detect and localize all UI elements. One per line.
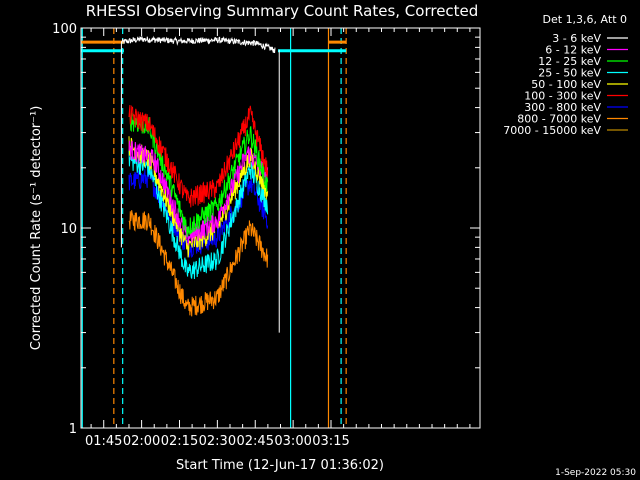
series-line-0	[120, 35, 276, 53]
plot-area	[81, 28, 347, 428]
legend-label: 800 - 7000 keV	[517, 113, 601, 126]
chart-title: RHESSI Observing Summary Count Rates, Co…	[86, 2, 479, 20]
x-axis-label: Start Time (12-Jun-17 01:36:02)	[176, 458, 384, 473]
x-tick-label: 03:15	[312, 434, 349, 449]
x-tick-label: 01:45	[85, 434, 122, 449]
y-tick-label: 1	[69, 422, 77, 437]
legend-label: 25 - 50 keV	[538, 67, 601, 80]
series-line-3	[128, 150, 269, 280]
y-axis-label: Corrected Count Rate (s⁻¹ detector⁻¹)	[29, 106, 44, 351]
x-tick-label: 03:00	[274, 434, 311, 449]
y-tick-label: 10	[60, 222, 77, 237]
series-line-5	[128, 104, 269, 208]
x-tick-label: 02:00	[123, 434, 160, 449]
x-tick-label: 02:30	[199, 434, 236, 449]
series-line-6	[128, 168, 269, 258]
legend-label: 7000 - 15000 keV	[503, 124, 601, 137]
legend-label: 12 - 25 keV	[538, 55, 601, 68]
axes: 01:45 02:00 02:15 02:30 02:45 03:00 03:15 1 10 10…	[52, 22, 480, 449]
legend-label: 100 - 300 keV	[524, 90, 601, 103]
footer-timestamp: 1-Sep-2022 05:30	[555, 468, 636, 478]
x-tick-label: 02:15	[161, 434, 198, 449]
legend-header: Det 1,3,6, Att 0	[543, 13, 627, 26]
legend-label: 3 - 6 keV	[552, 32, 601, 45]
legend-label: 300 - 800 keV	[524, 101, 601, 114]
legend-label: 6 - 12 keV	[545, 44, 601, 57]
y-tick-label: 100	[52, 22, 77, 37]
series-line-7	[128, 210, 269, 317]
legend-label: 50 - 100 keV	[531, 78, 601, 91]
x-tick-label: 02:45	[237, 434, 274, 449]
series-line-1	[128, 140, 269, 246]
